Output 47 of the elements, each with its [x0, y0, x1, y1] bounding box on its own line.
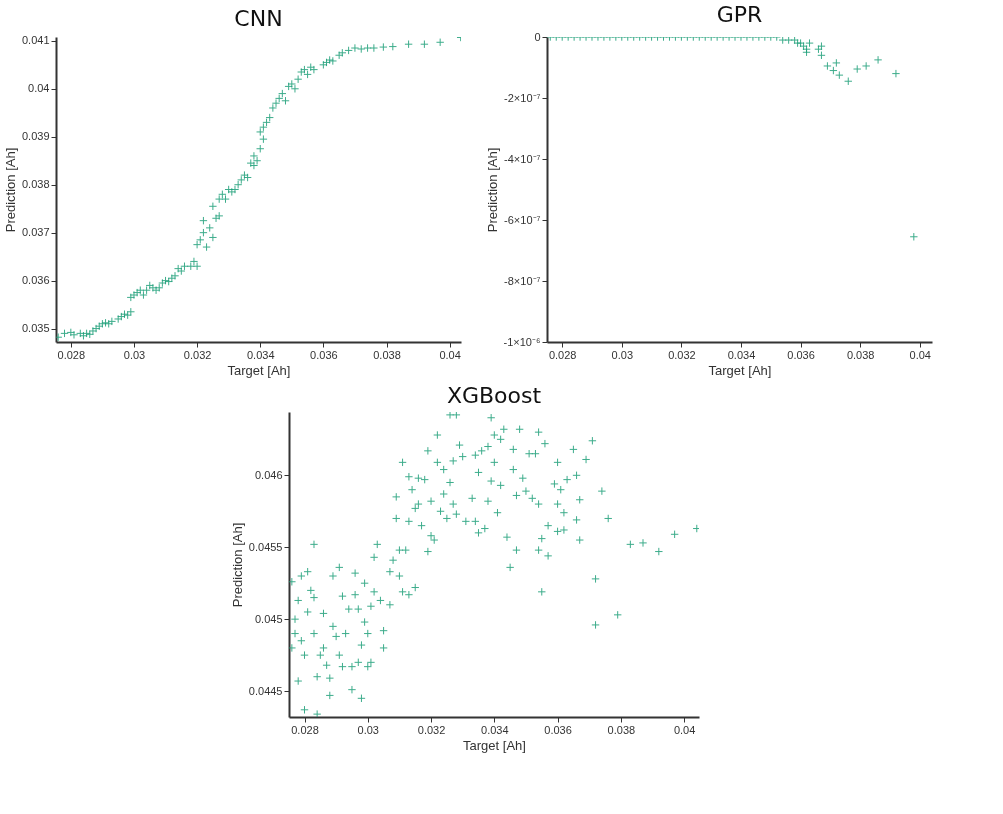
y-tick-label: 0.037 — [21, 226, 50, 239]
x-tick-label: 0.028 — [57, 348, 86, 361]
y-tick-label: 0.045 — [254, 612, 283, 625]
x-tick-label: 0.03 — [123, 348, 146, 361]
x-tick-label: 0.04 — [909, 348, 931, 361]
y-axis-title: Prediction [Ah] — [2, 147, 18, 233]
x-tick-label: 0.036 — [310, 348, 338, 361]
y-tick-label: -2×10⁻⁷ — [504, 91, 541, 104]
y-axis-title: Prediction [Ah] — [484, 147, 500, 233]
y-tick-label: 0.0445 — [248, 684, 283, 697]
x-tick-label: 0.03 — [357, 723, 379, 736]
x-tick-label: 0.038 — [373, 348, 401, 361]
y-tick-label: 0.039 — [21, 130, 50, 143]
y-tick-label: 0.046 — [254, 468, 283, 481]
y-tick-label: -6×10⁻⁷ — [504, 213, 541, 226]
y-tick-label: -8×10⁻⁷ — [504, 274, 541, 287]
y-tick-label: 0.0455 — [248, 540, 283, 553]
x-tick-label: 0.028 — [291, 723, 319, 736]
x-tick-label: 0.034 — [481, 723, 509, 736]
x-tick-label: 0.032 — [668, 348, 696, 361]
x-tick-label: 0.034 — [727, 348, 756, 361]
y-tick-label: 0.036 — [21, 274, 50, 287]
y-tick-label: -4×10⁻⁷ — [504, 152, 541, 165]
y-tick-label: 0.04 — [28, 82, 50, 95]
x-axis-title: Target [Ah] — [463, 737, 526, 753]
y-tick-label: 0.041 — [21, 34, 50, 47]
x-axis-title: Target [Ah] — [708, 362, 772, 378]
chart-title: CNN — [234, 5, 283, 31]
y-tick-label: 0.035 — [21, 322, 50, 335]
x-tick-label: 0.04 — [439, 348, 461, 361]
y-axis-title: Prediction [Ah] — [229, 522, 245, 608]
y-tick-label: 0.038 — [21, 178, 50, 191]
x-tick-label: 0.03 — [611, 348, 634, 361]
y-tick-label: 0 — [534, 30, 541, 43]
x-tick-label: 0.036 — [544, 723, 572, 736]
x-tick-label: 0.032 — [183, 348, 212, 361]
chart-title: XGBoost — [446, 383, 542, 408]
y-tick-label: -1×10⁻⁶ — [503, 335, 541, 348]
x-tick-label: 0.032 — [417, 723, 446, 736]
x-tick-label: 0.036 — [787, 348, 815, 361]
x-tick-label: 0.028 — [548, 348, 577, 361]
x-axis-title: Target [Ah] — [227, 362, 291, 378]
x-tick-label: 0.038 — [846, 348, 875, 361]
x-tick-label: 0.034 — [246, 348, 275, 361]
x-tick-label: 0.04 — [673, 723, 696, 736]
chart-title: GPR — [716, 2, 763, 27]
x-tick-label: 0.038 — [607, 723, 636, 736]
